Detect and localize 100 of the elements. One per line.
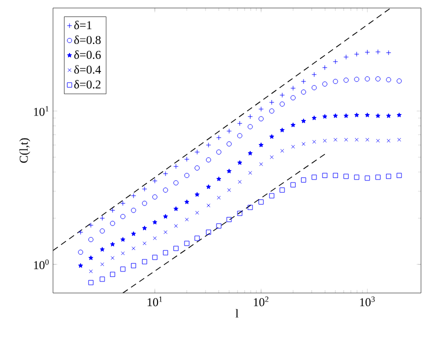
point [248, 171, 252, 175]
point [386, 138, 390, 143]
point [334, 138, 338, 142]
point [301, 118, 306, 124]
point [216, 176, 222, 182]
point [280, 128, 285, 132]
point [354, 112, 360, 118]
point [312, 174, 317, 180]
point [227, 188, 231, 192]
x-tick-label: 10$^{3}$ [360, 296, 375, 306]
point [89, 269, 93, 274]
point [226, 141, 232, 146]
point [162, 188, 168, 193]
point [322, 138, 327, 143]
point [270, 155, 274, 160]
point [226, 216, 232, 222]
point [375, 76, 380, 82]
point [322, 172, 328, 178]
point [396, 78, 402, 84]
point [152, 236, 157, 240]
point [248, 124, 253, 130]
point [322, 81, 328, 87]
point [396, 112, 402, 118]
point [131, 231, 136, 236]
point [290, 122, 296, 128]
point [312, 116, 317, 120]
point [162, 250, 168, 256]
point [269, 193, 274, 198]
point [110, 256, 114, 260]
point [152, 220, 158, 224]
point [269, 108, 274, 114]
point [237, 133, 242, 138]
point [322, 114, 328, 119]
point [259, 162, 263, 166]
point [238, 180, 242, 184]
point [184, 240, 190, 246]
point [290, 182, 296, 188]
point [195, 210, 199, 215]
point [163, 214, 168, 219]
point [248, 150, 253, 156]
point [152, 254, 158, 260]
point [291, 144, 295, 149]
point [269, 134, 274, 139]
point [333, 113, 338, 118]
point [386, 77, 392, 82]
point [120, 214, 126, 220]
point [142, 241, 146, 246]
point [216, 223, 222, 228]
point [164, 230, 168, 234]
point [88, 237, 94, 242]
point [344, 174, 349, 179]
point [301, 90, 306, 95]
point [100, 246, 105, 252]
point [237, 210, 242, 216]
point [290, 95, 296, 100]
point [88, 280, 94, 286]
point [184, 199, 190, 204]
point [312, 85, 317, 90]
x-tick-label: 10$^{1}$ [148, 296, 162, 306]
point [173, 246, 178, 251]
point [78, 263, 84, 268]
point [174, 206, 178, 211]
point [206, 230, 212, 235]
point [344, 138, 348, 142]
point [132, 246, 136, 250]
point [142, 226, 147, 230]
point [386, 113, 392, 118]
point [88, 255, 94, 260]
point [100, 228, 105, 234]
point [184, 218, 189, 222]
point [130, 208, 136, 213]
point [194, 236, 200, 241]
legend-label: δ=0.8 [74, 36, 101, 44]
point [364, 112, 370, 118]
point [280, 102, 285, 107]
point [110, 220, 116, 226]
legend-label: δ=1 [74, 20, 92, 30]
point [364, 176, 370, 181]
point [302, 142, 306, 146]
point [375, 174, 380, 180]
point [364, 76, 370, 82]
point [78, 250, 84, 255]
point [100, 262, 104, 266]
point [332, 78, 338, 84]
point [216, 196, 221, 200]
point [110, 272, 116, 277]
point [237, 160, 242, 165]
point [206, 184, 211, 189]
point [396, 172, 402, 178]
legend-label: δ=0.6 [74, 50, 101, 59]
point [258, 199, 264, 205]
point [173, 180, 178, 186]
point [142, 259, 148, 264]
point [354, 138, 359, 142]
point [280, 188, 285, 193]
point [174, 224, 178, 228]
point [301, 177, 306, 183]
point [332, 172, 338, 178]
point [365, 138, 370, 142]
point [376, 138, 380, 143]
